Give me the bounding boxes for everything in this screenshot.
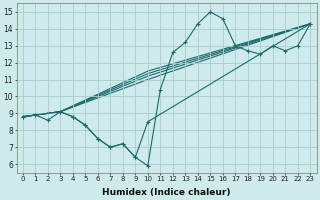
X-axis label: Humidex (Indice chaleur): Humidex (Indice chaleur) — [102, 188, 231, 197]
